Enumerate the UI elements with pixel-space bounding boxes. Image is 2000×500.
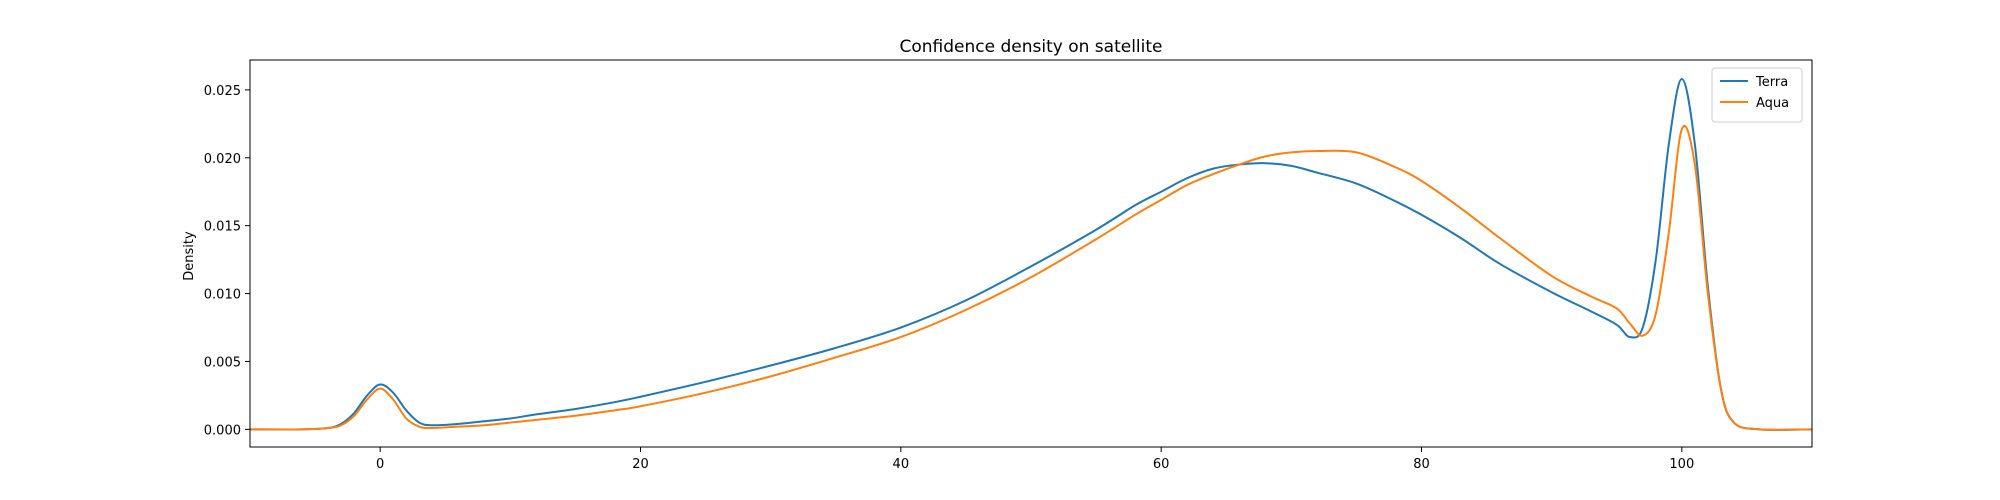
legend-label-aqua: Aqua (1756, 96, 1789, 111)
y-tick-label: 0.005 (204, 355, 241, 370)
x-tick-label: 60 (1153, 457, 1170, 472)
series-line-terra (250, 78, 1812, 431)
x-tick-label: 100 (1669, 457, 1694, 472)
series-line-aqua (250, 125, 1812, 431)
axis-ticks: 0 20 40 60 80 100 0.000 0.005 0.010 0.015 0.020 0.0… (204, 84, 1694, 472)
y-tick-label: 0.025 (204, 84, 241, 99)
plot-area-frame (249, 59, 1813, 448)
y-tick-label: 0.000 (204, 423, 241, 438)
x-tick-label: 0 (376, 457, 384, 472)
series-lines (250, 78, 1812, 431)
x-tick-label: 40 (893, 457, 910, 472)
legend-label-terra: Terra (1755, 75, 1788, 90)
x-tick-label: 20 (632, 457, 649, 472)
y-tick-label: 0.015 (204, 220, 241, 235)
chart-title: Confidence density on satellite (900, 37, 1163, 57)
y-axis-label: Density (182, 231, 197, 281)
x-tick-label: 80 (1413, 457, 1430, 472)
legend: Terra Aqua (1711, 67, 1803, 123)
y-tick-label: 0.010 (204, 288, 241, 303)
y-tick-label: 0.020 (204, 152, 241, 167)
